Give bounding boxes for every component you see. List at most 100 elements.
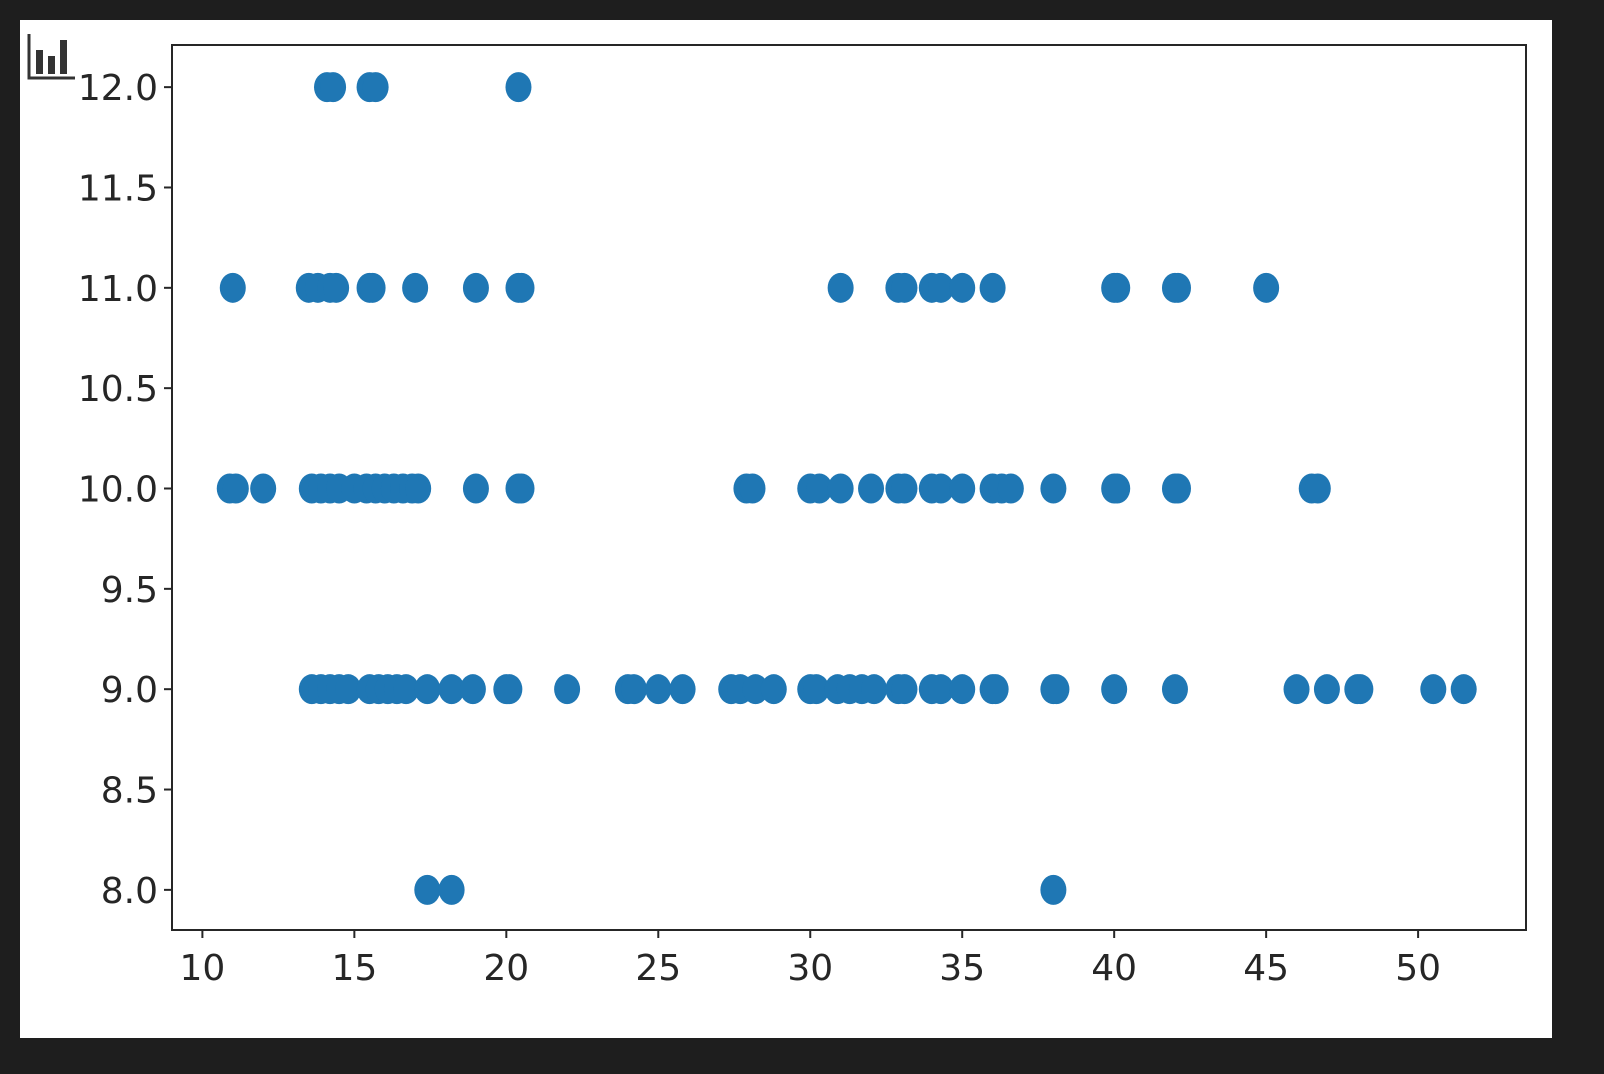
x-tick: 20 (483, 930, 529, 989)
data-point (1450, 674, 1477, 705)
data-point (554, 674, 581, 705)
data-point (803, 674, 830, 705)
y-tick: 11.0 (78, 269, 172, 310)
data-point (1043, 674, 1070, 705)
y-tick-label: 8.5 (101, 771, 158, 812)
y-tick-label: 8.0 (101, 871, 158, 912)
data-point (949, 272, 976, 303)
x-tick-label: 30 (787, 948, 833, 989)
y-tick-label: 11.0 (78, 269, 158, 310)
data-point (891, 674, 918, 705)
data-point (438, 674, 465, 705)
data-point (760, 674, 787, 705)
x-tick: 35 (939, 930, 985, 989)
data-point (645, 674, 672, 705)
x-tick: 45 (1243, 930, 1289, 989)
x-tick: 25 (635, 930, 681, 989)
data-point (1304, 473, 1331, 504)
data-point (982, 674, 1009, 705)
x-tick: 30 (787, 930, 833, 989)
y-tick: 8.0 (101, 871, 172, 912)
points-layer (216, 72, 1477, 905)
data-point (362, 72, 389, 103)
data-point (323, 272, 350, 303)
data-point (1347, 674, 1374, 705)
y-tick: 10.0 (78, 470, 172, 511)
data-point (405, 473, 432, 504)
y-tick-label: 12.0 (78, 68, 158, 109)
data-point (438, 874, 465, 905)
y-tick-label: 11.5 (78, 168, 158, 209)
data-point (806, 473, 833, 504)
data-point (1040, 473, 1067, 504)
x-axis: 10 15 20 25 30 35 40 45 50 (179, 930, 1441, 989)
y-tick-label: 10.5 (78, 369, 158, 410)
x-tick: 50 (1395, 930, 1441, 989)
x-tick: 15 (331, 930, 377, 989)
data-point (1104, 473, 1131, 504)
data-point (250, 473, 277, 504)
data-point (861, 674, 888, 705)
data-point (222, 473, 249, 504)
data-point (927, 473, 954, 504)
y-tick-label: 10.0 (78, 470, 158, 511)
y-tick-label: 9.5 (101, 570, 158, 611)
x-tick-label: 50 (1395, 948, 1441, 989)
data-point (891, 473, 918, 504)
plot-frame (171, 44, 1527, 931)
data-point (462, 473, 489, 504)
x-tick-label: 40 (1091, 948, 1137, 989)
y-axis: 8.0 8.5 9.0 9.5 10.0 10.5 11.0 11.5 12.0 (78, 68, 172, 912)
data-point (1104, 272, 1131, 303)
data-point (496, 674, 523, 705)
data-point (858, 473, 885, 504)
data-point (979, 272, 1006, 303)
bar-chart-icon[interactable] (27, 34, 75, 80)
data-point (827, 473, 854, 504)
data-point (620, 674, 647, 705)
data-point (414, 874, 441, 905)
data-point (739, 473, 766, 504)
data-point (1161, 674, 1188, 705)
y-tick: 12.0 (78, 68, 172, 109)
data-point (1165, 473, 1192, 504)
x-tick-label: 45 (1243, 948, 1289, 989)
data-point (1420, 674, 1447, 705)
x-tick-label: 35 (939, 948, 985, 989)
data-point (462, 272, 489, 303)
data-point (508, 473, 535, 504)
data-point (335, 674, 362, 705)
data-point (508, 272, 535, 303)
data-point (402, 272, 429, 303)
data-point (927, 674, 954, 705)
x-tick: 10 (179, 930, 225, 989)
y-tick: 8.5 (101, 771, 172, 812)
data-point (949, 473, 976, 504)
x-tick-label: 10 (179, 948, 225, 989)
data-point (1283, 674, 1310, 705)
x-tick-label: 15 (331, 948, 377, 989)
data-point (414, 674, 441, 705)
data-point (320, 72, 347, 103)
data-point (219, 272, 246, 303)
data-point (1313, 674, 1340, 705)
data-point (669, 674, 696, 705)
data-point (742, 674, 769, 705)
data-point (393, 674, 420, 705)
x-tick-label: 20 (483, 948, 529, 989)
data-point (505, 72, 532, 103)
data-point (1101, 674, 1128, 705)
y-tick-label: 9.0 (101, 670, 158, 711)
y-tick: 9.0 (101, 670, 172, 711)
y-tick: 11.5 (78, 168, 172, 209)
data-point (459, 674, 486, 705)
data-point (359, 272, 386, 303)
x-tick: 40 (1091, 930, 1137, 989)
data-point (997, 473, 1024, 504)
y-tick: 10.5 (78, 369, 172, 410)
data-point (1040, 874, 1067, 905)
data-point (949, 674, 976, 705)
data-point (1165, 272, 1192, 303)
x-tick-label: 25 (635, 948, 681, 989)
